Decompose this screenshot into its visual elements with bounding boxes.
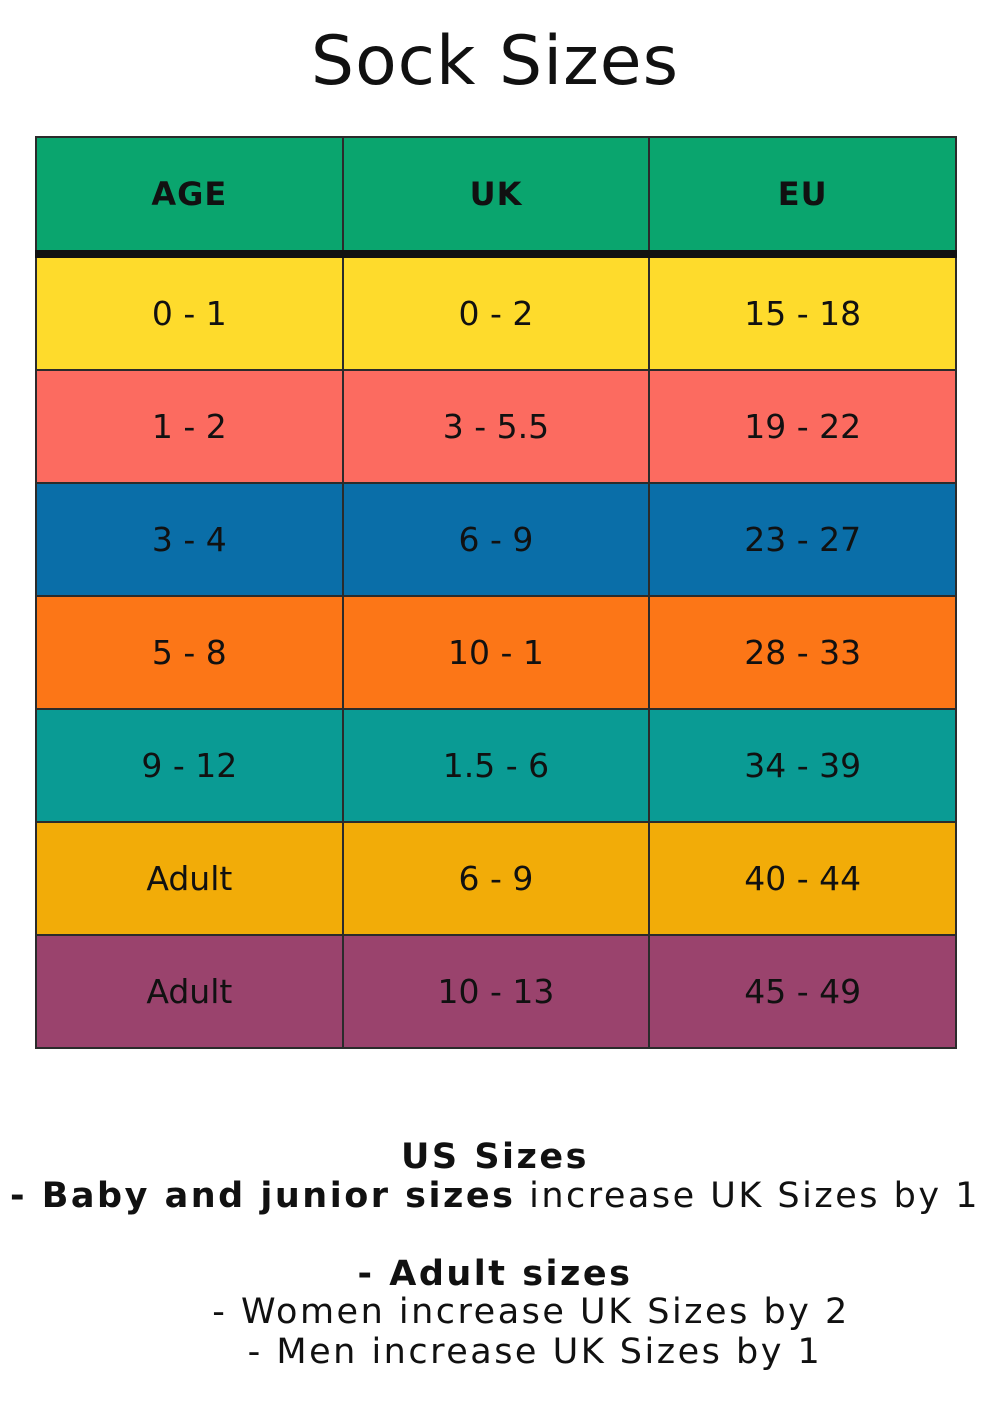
cell-uk: 6 - 9 [341, 821, 651, 936]
table-header-row: AGE UK EU [35, 136, 957, 258]
baby-junior-text: increase UK Sizes by 1 [515, 1176, 980, 1216]
cell-eu: 28 - 33 [648, 595, 957, 710]
table-row: 9 - 12 1.5 - 6 34 - 39 [35, 708, 957, 823]
cell-uk: 6 - 9 [341, 482, 651, 597]
cell-uk: 10 - 1 [341, 595, 651, 710]
cell-eu: 40 - 44 [648, 821, 957, 936]
header-uk: UK [341, 136, 651, 258]
baby-junior-label: - Baby and junior sizes [10, 1176, 516, 1216]
sock-size-table: AGE UK EU 0 - 1 0 - 2 15 - 18 1 - 2 3 - … [35, 136, 957, 1049]
adult-sizes-heading: - Adult sizes [357, 1254, 633, 1294]
table-row: 5 - 8 10 - 1 28 - 33 [35, 595, 957, 710]
cell-uk: 10 - 13 [341, 934, 651, 1049]
cell-eu: 15 - 18 [648, 253, 957, 371]
table-row: Adult 10 - 13 45 - 49 [35, 934, 957, 1049]
cell-age: 5 - 8 [35, 595, 344, 710]
cell-eu: 23 - 27 [648, 482, 957, 597]
cell-eu: 19 - 22 [648, 369, 957, 484]
table-row: 3 - 4 6 - 9 23 - 27 [35, 482, 957, 597]
table-row: 1 - 2 3 - 5.5 19 - 22 [35, 369, 957, 484]
page-title: Sock Sizes [310, 22, 680, 101]
cell-age: 1 - 2 [35, 369, 344, 484]
baby-junior-note: - Baby and junior sizes increase UK Size… [0, 1176, 990, 1216]
cell-eu: 45 - 49 [648, 934, 957, 1049]
table-row: 0 - 1 0 - 2 15 - 18 [35, 253, 957, 371]
cell-age: Adult [35, 934, 344, 1049]
header-age: AGE [35, 136, 344, 258]
cell-age: 3 - 4 [35, 482, 344, 597]
women-note: - Women increase UK Sizes by 2 [212, 1292, 850, 1332]
cell-age: Adult [35, 821, 344, 936]
us-sizes-heading: US Sizes [401, 1137, 589, 1177]
table-row: Adult 6 - 9 40 - 44 [35, 821, 957, 936]
cell-uk: 1.5 - 6 [341, 708, 651, 823]
men-note: - Men increase UK Sizes by 1 [247, 1332, 823, 1372]
cell-eu: 34 - 39 [648, 708, 957, 823]
cell-uk: 0 - 2 [341, 253, 651, 371]
cell-age: 9 - 12 [35, 708, 344, 823]
cell-age: 0 - 1 [35, 253, 344, 371]
cell-uk: 3 - 5.5 [341, 369, 651, 484]
header-eu: EU [648, 136, 957, 258]
